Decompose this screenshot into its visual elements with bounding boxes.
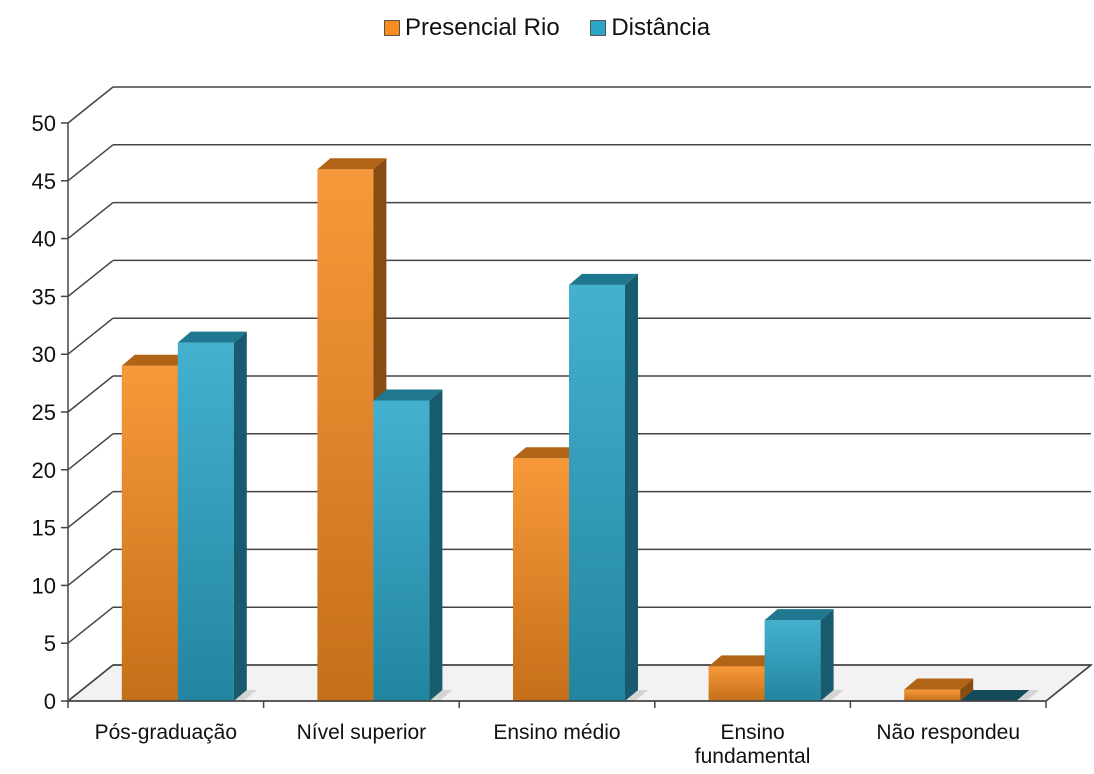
legend-swatch-series-1 [383,20,400,36]
bar-front-0-1 [317,169,374,702]
bar-1-3 [764,609,844,701]
bar-front-0-0 [121,365,178,701]
bar-1-4 [960,690,1040,701]
gridline-diagonal-4 [67,433,114,471]
bar-front-1-0 [177,342,234,701]
y-tick-label-2: 10 [32,573,56,598]
legend-label-series-1: Presencial Rio [404,14,560,41]
bar-top-0-1 [317,158,387,170]
gridline-diagonal-7 [67,259,114,297]
bar-front-0-2 [513,458,569,701]
bar-front-1-3 [764,620,821,701]
x-tick-label-3: Ensino fundamental [695,721,811,768]
y-tick-label-1: 5 [44,631,56,656]
y-tick-label-8: 40 [32,227,56,252]
bar-front-0-4 [904,689,961,701]
gridline-diagonal-2 [67,548,114,586]
legend: Presencial Rio Distância [0,14,1094,43]
gridline-diagonal-3 [67,491,114,529]
bar-top-1-4 [960,690,1030,701]
gridline-diagonal-6 [67,317,114,355]
bar-side-1-0 [233,331,247,701]
y-tick-label-7: 35 [32,284,56,309]
legend-label-series-2: Distância [611,14,711,41]
legend-swatch-series-2 [590,20,607,36]
bar-front-1-2 [569,284,625,701]
bar-top-0-4 [904,678,974,690]
bar-top-0-2 [513,447,582,459]
bar-front-0-3 [708,666,765,701]
bar-top-1-3 [764,609,834,621]
y-tick-label-10: 50 [32,111,56,136]
y-tick-label-3: 15 [32,516,56,541]
bar-top-1-1 [373,389,443,401]
y-tick-label-0: 0 [44,689,56,714]
gridline-diagonal-0 [67,664,114,702]
x-tick-label-4: Não respondeu [876,721,1020,744]
bar-top-1-0 [177,331,247,343]
legend-item-series-1: Presencial Rio [383,14,560,42]
y-tick-label-9: 45 [32,169,56,194]
bar-side-0-4 [960,678,974,701]
y-tick-label-6: 30 [32,342,56,367]
gridline-diagonal-9 [67,144,114,182]
x-tick-label-0: Pós-graduação [95,721,237,744]
x-tick-label-2: Ensino médio [493,721,620,744]
bar-1-1 [373,389,453,701]
gridline-diagonal-10 [67,86,114,124]
floor-right-edge [1045,664,1092,702]
y-tick-label-4: 20 [32,458,56,483]
gridline-diagonal-5 [67,375,114,413]
bar-top-1-2 [569,273,638,285]
x-tick-label-1: Nível superior [297,721,427,744]
bar-front-1-1 [373,400,430,701]
bar-top-0-3 [708,655,778,667]
legend-item-series-2: Distância [590,14,710,42]
bar-side-1-2 [625,273,638,701]
bar-side-1-1 [429,389,443,701]
bar-1-0 [177,331,257,701]
gridline-diagonal-1 [67,606,114,644]
gridline-diagonal-8 [67,202,114,240]
bar-1-2 [569,273,648,701]
bar-side-1-3 [820,609,834,701]
bar-top-0-0 [121,354,191,366]
y-tick-label-5: 25 [32,400,56,425]
